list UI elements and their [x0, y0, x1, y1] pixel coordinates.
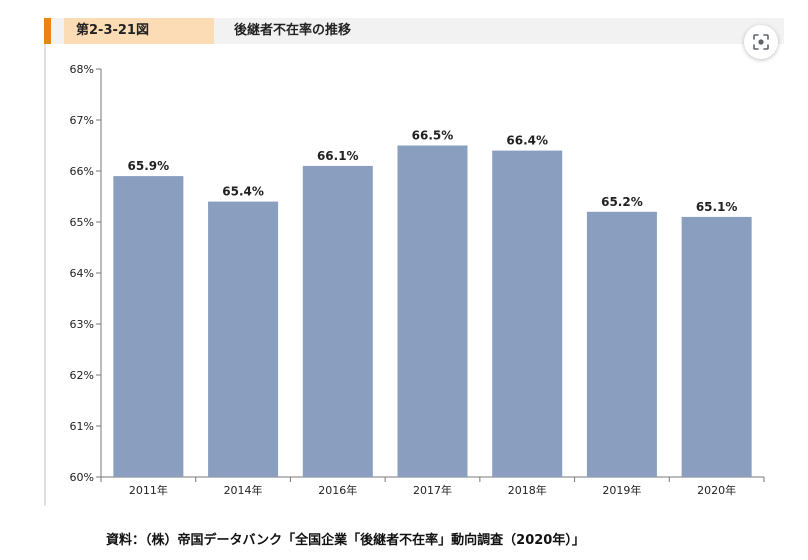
- x-tick-label: 2020年: [697, 483, 736, 497]
- bar: [586, 211, 657, 478]
- y-tick-label: 63%: [70, 318, 94, 331]
- bar-value-label: 65.4%: [222, 185, 264, 199]
- lens-search-button[interactable]: [744, 25, 778, 59]
- x-tick-label: 2019年: [602, 483, 641, 497]
- bar: [492, 150, 563, 477]
- y-tick-label: 61%: [70, 420, 94, 433]
- y-tick-label: 68%: [70, 63, 94, 76]
- header-accent-bar: [44, 18, 51, 44]
- y-tick-label: 64%: [70, 267, 94, 280]
- lens-scan-icon: [753, 34, 769, 50]
- figure-number: 第2-3-21図: [64, 18, 214, 44]
- x-tick-label: 2017年: [413, 483, 452, 497]
- bar-value-label: 65.9%: [128, 159, 170, 173]
- y-tick-label: 65%: [70, 216, 94, 229]
- bar-value-label: 66.1%: [317, 149, 359, 163]
- x-tick-label: 2016年: [318, 483, 357, 497]
- figure-header: 第2-3-21図 後継者不在率の推移: [44, 18, 784, 44]
- bar: [681, 216, 752, 477]
- x-tick-label: 2011年: [129, 483, 168, 497]
- bar-value-label: 65.1%: [696, 200, 738, 214]
- bar: [302, 165, 373, 477]
- y-tick-label: 66%: [70, 165, 94, 178]
- x-tick-label: 2018年: [508, 483, 547, 497]
- source-note: 資料：（株）帝国データバンク「全国企業「後継者不在率」動向調査（2020年）」: [106, 533, 585, 548]
- bar: [397, 145, 468, 477]
- x-tick-label: 2014年: [224, 483, 263, 497]
- y-tick-label: 62%: [70, 369, 94, 382]
- figure-title: 後継者不在率の推移: [234, 23, 352, 38]
- left-rule: [44, 44, 46, 506]
- y-tick-label: 67%: [70, 114, 94, 127]
- bar-value-label: 65.2%: [601, 195, 643, 209]
- bar-value-label: 66.4%: [506, 134, 548, 148]
- bar-value-label: 66.5%: [412, 129, 454, 143]
- bar: [208, 201, 279, 477]
- y-tick-label: 60%: [70, 471, 94, 484]
- bar: [113, 176, 184, 477]
